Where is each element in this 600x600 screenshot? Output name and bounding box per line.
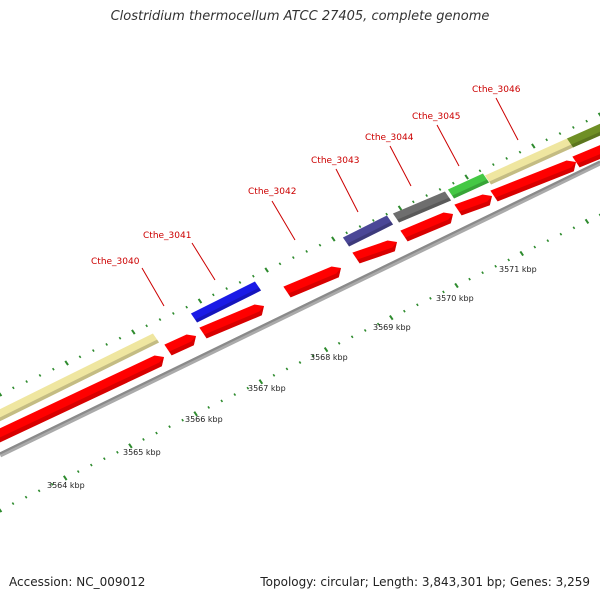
cds-arrow-7[interactable] — [454, 194, 492, 216]
gene-label[interactable]: Cthe_3046 — [472, 85, 521, 95]
gene-leader-line — [271, 200, 296, 241]
genome-summary: Topology: circular; Length: 3,843,301 bp… — [260, 575, 590, 589]
gene-label[interactable]: Cthe_3043 — [311, 156, 359, 166]
cds-arrow-5[interactable] — [352, 240, 397, 264]
cds-arrow-6[interactable] — [400, 212, 453, 242]
kbp-label: 3570 kbp — [436, 294, 474, 303]
gene-label[interactable]: Cthe_3045 — [412, 112, 460, 122]
map-title: Clostridium thermocellum ATCC 27405, com… — [110, 9, 490, 24]
cds-arrow-1[interactable] — [0, 355, 164, 446]
tick-row-upper — [0, 112, 600, 397]
feature-slate-blue[interactable] — [342, 215, 394, 247]
cds-arrow-3[interactable] — [199, 304, 264, 339]
kbp-label: 3568 kbp — [310, 353, 348, 362]
tick-row-lower — [0, 213, 600, 513]
cds-arrow-8[interactable] — [490, 160, 576, 202]
gene-label[interactable]: Cthe_3044 — [365, 133, 414, 143]
feature-green[interactable] — [447, 173, 490, 199]
gene-leader-line — [335, 168, 359, 213]
gene-leader-line — [436, 124, 460, 167]
cds-arrow-9[interactable] — [572, 133, 600, 168]
feature-pale-yellow-right[interactable] — [484, 138, 574, 185]
kbp-label: 3571 kbp — [499, 265, 537, 274]
kbp-label: 3565 kbp — [123, 448, 161, 457]
feature-blue[interactable] — [190, 281, 262, 323]
kbp-label: 3567 kbp — [248, 384, 286, 393]
gene-leader-line — [495, 97, 519, 141]
genome-backbone — [0, 160, 600, 458]
gene-leader-line — [191, 242, 216, 281]
feature-gray[interactable] — [392, 191, 452, 223]
kbp-label: 3566 kbp — [185, 415, 223, 424]
accession-label: Accession: NC_009012 — [9, 575, 146, 589]
gene-label[interactable]: Cthe_3040 — [91, 257, 140, 267]
kbp-label: 3564 kbp — [47, 481, 85, 490]
gene-leader-line — [389, 145, 412, 187]
gene-label[interactable]: Cthe_3041 — [143, 231, 191, 241]
gene-leader-line — [141, 267, 165, 307]
feature-pale-yellow-left[interactable] — [0, 333, 160, 434]
feature-olive[interactable] — [566, 107, 600, 148]
cds-arrow-2[interactable] — [164, 334, 196, 356]
cds-arrow-4[interactable] — [283, 266, 341, 298]
gene-label[interactable]: Cthe_3042 — [248, 187, 296, 197]
kbp-label: 3569 kbp — [373, 323, 411, 332]
